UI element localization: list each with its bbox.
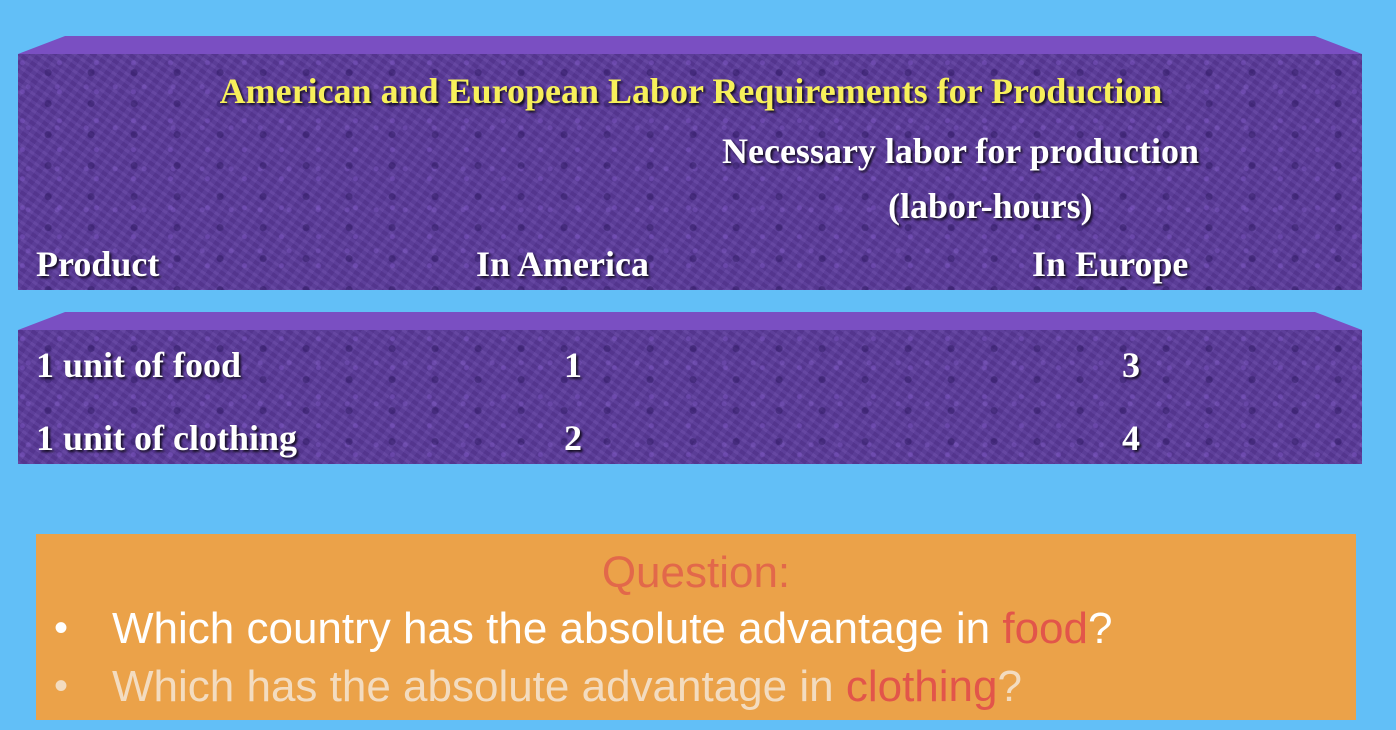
question-highlight: clothing xyxy=(845,662,998,711)
column-header-product: Product xyxy=(36,244,160,284)
row-food-america: 1 xyxy=(564,345,582,385)
body-panel xyxy=(18,330,1362,464)
bullet-icon: • xyxy=(54,664,69,708)
question-text: Which has the absolute advantage in xyxy=(112,662,846,711)
column-header-america: In America xyxy=(476,244,649,284)
group-header-line2: (labor-hours) xyxy=(888,186,1093,226)
header-panel-bevel xyxy=(18,36,1362,54)
question-box: Question: • Which country has the absolu… xyxy=(36,534,1356,720)
bullet-icon: • xyxy=(54,606,69,650)
question-item-food: Which country has the absolute advantage… xyxy=(112,604,1112,654)
row-clothing-product: 1 unit of clothing xyxy=(36,418,298,458)
row-food-product: 1 unit of food xyxy=(36,345,242,385)
question-highlight: food xyxy=(1002,604,1088,653)
header-panel xyxy=(18,54,1362,290)
group-header-line1: Necessary labor for production xyxy=(722,131,1199,171)
body-panel-bevel xyxy=(18,312,1362,330)
table-title: American and European Labor Requirements… xyxy=(219,71,1163,111)
question-text: Which country has the absolute advantage… xyxy=(112,604,1003,653)
question-item-clothing: Which has the absolute advantage in clot… xyxy=(112,662,1022,712)
row-clothing-america: 2 xyxy=(564,418,582,458)
question-mark: ? xyxy=(997,662,1022,711)
row-food-europe: 3 xyxy=(1122,345,1140,385)
row-clothing-europe: 4 xyxy=(1122,418,1140,458)
question-heading: Question: xyxy=(601,548,791,597)
column-header-europe: In Europe xyxy=(1032,244,1189,284)
question-mark: ? xyxy=(1087,604,1113,653)
